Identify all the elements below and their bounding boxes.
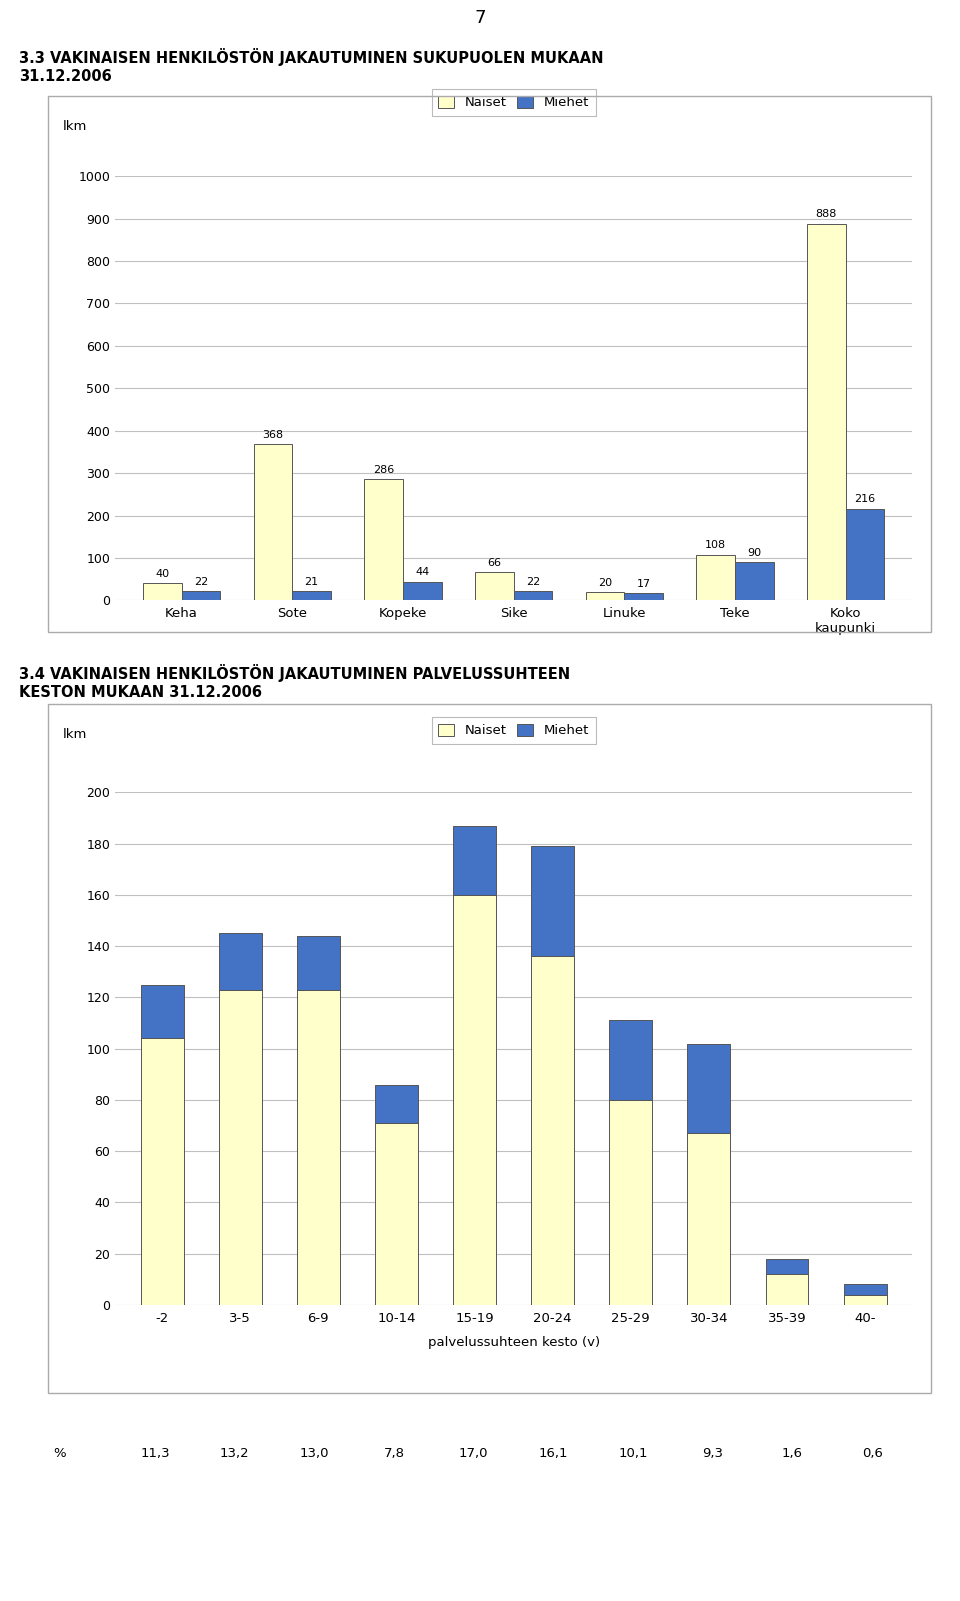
Bar — [765, 1258, 808, 1274]
Bar — [453, 826, 496, 895]
Legend: Naiset, Miehet: Naiset, Miehet — [432, 90, 595, 115]
Bar — [453, 895, 496, 1305]
Text: 13,2: 13,2 — [220, 1447, 250, 1460]
Text: 3.3 VAKINAISEN HENKILÖSTÖN JAKAUTUMINEN SUKUPUOLEN MUKAAN: 3.3 VAKINAISEN HENKILÖSTÖN JAKAUTUMINEN … — [19, 48, 604, 66]
Legend: Naiset, Miehet: Naiset, Miehet — [432, 717, 595, 744]
Text: 21: 21 — [304, 578, 319, 588]
Bar — [140, 985, 183, 1039]
Bar — [610, 1020, 652, 1100]
Bar — [735, 562, 774, 600]
Bar — [219, 933, 262, 989]
Text: lkm: lkm — [62, 120, 86, 133]
Bar — [403, 581, 442, 600]
Text: lkm: lkm — [62, 728, 86, 741]
Bar — [624, 592, 663, 600]
Bar — [846, 509, 884, 600]
Bar — [364, 479, 403, 600]
Text: 286: 286 — [372, 464, 395, 475]
Text: 20: 20 — [598, 578, 612, 588]
Text: 17,0: 17,0 — [459, 1447, 489, 1460]
Bar — [765, 1274, 808, 1305]
Bar — [219, 989, 262, 1305]
Text: 31.12.2006: 31.12.2006 — [19, 69, 112, 83]
Bar — [531, 847, 574, 956]
Text: 66: 66 — [488, 559, 501, 568]
Bar — [375, 1122, 418, 1305]
Bar — [297, 989, 340, 1305]
Text: %: % — [53, 1447, 65, 1460]
X-axis label: palvelussuhteen kesto (v): palvelussuhteen kesto (v) — [427, 1335, 600, 1350]
Text: 368: 368 — [262, 431, 283, 440]
Bar — [687, 1044, 731, 1134]
Bar — [687, 1134, 731, 1305]
Bar — [844, 1295, 887, 1305]
Text: 11,3: 11,3 — [140, 1447, 170, 1460]
Text: 44: 44 — [415, 567, 429, 578]
Bar — [844, 1284, 887, 1295]
Text: 108: 108 — [705, 540, 726, 551]
Bar — [181, 591, 221, 600]
Text: 216: 216 — [854, 495, 876, 504]
Text: 22: 22 — [526, 576, 540, 588]
Bar — [375, 1084, 418, 1122]
Text: 1,6: 1,6 — [782, 1447, 803, 1460]
Bar — [292, 591, 331, 600]
Text: 3.4 VAKINAISEN HENKILÖSTÖN JAKAUTUMINEN PALVELUSSUHTEEN: 3.4 VAKINAISEN HENKILÖSTÖN JAKAUTUMINEN … — [19, 664, 570, 682]
Text: 40: 40 — [156, 570, 169, 580]
Bar — [531, 956, 574, 1305]
Text: 17: 17 — [636, 580, 651, 589]
Bar — [696, 554, 735, 600]
Text: 22: 22 — [194, 576, 208, 588]
Bar — [586, 592, 624, 600]
Bar — [140, 1039, 183, 1305]
Bar — [143, 583, 181, 600]
Bar — [806, 224, 846, 600]
Text: 10,1: 10,1 — [618, 1447, 648, 1460]
Text: 888: 888 — [816, 210, 837, 219]
Bar — [475, 573, 514, 600]
Bar — [253, 443, 292, 600]
Text: 7,8: 7,8 — [384, 1447, 404, 1460]
Text: 0,6: 0,6 — [862, 1447, 882, 1460]
Text: 16,1: 16,1 — [539, 1447, 568, 1460]
Text: 90: 90 — [747, 548, 761, 559]
Text: 9,3: 9,3 — [703, 1447, 723, 1460]
Bar — [297, 937, 340, 989]
Text: 7: 7 — [474, 8, 486, 27]
Bar — [514, 591, 552, 600]
Text: 13,0: 13,0 — [300, 1447, 329, 1460]
Text: KESTON MUKAAN 31.12.2006: KESTON MUKAAN 31.12.2006 — [19, 685, 262, 700]
Bar — [610, 1100, 652, 1305]
